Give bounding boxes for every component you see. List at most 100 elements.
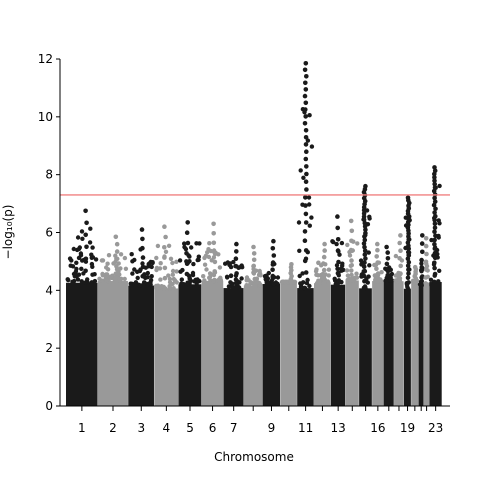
snp-point	[90, 245, 95, 250]
lead-snp-point	[348, 218, 354, 224]
snp-point	[384, 261, 390, 267]
snp-point	[113, 271, 119, 277]
snp-point	[419, 257, 424, 263]
snp-point	[363, 286, 368, 291]
lead-snp-point	[271, 238, 276, 244]
snp-point	[80, 236, 85, 241]
snp-point	[431, 188, 437, 194]
x-tick-label: 19	[400, 421, 415, 435]
lead-snp-point	[234, 241, 239, 247]
snp-point	[114, 264, 119, 269]
snp-point	[385, 250, 391, 255]
snp-point	[355, 241, 360, 246]
x-tick-label: 13	[331, 421, 346, 435]
snp-point	[361, 211, 367, 216]
snp-point	[75, 235, 81, 240]
snp-point	[251, 257, 257, 263]
snp-point	[73, 272, 78, 277]
snp-point	[271, 281, 276, 287]
snp-point	[179, 277, 184, 282]
chromosome-5-dense-points	[178, 284, 202, 406]
snp-point	[203, 253, 209, 258]
snp-point	[211, 231, 216, 236]
snp-point	[321, 254, 327, 260]
snp-point	[389, 271, 395, 277]
snp-point	[88, 226, 93, 231]
lead-snp-point	[185, 220, 190, 225]
snp-point	[344, 268, 350, 273]
snp-point	[314, 272, 319, 277]
snp-point	[419, 241, 425, 246]
snp-point	[365, 280, 370, 285]
snp-point	[228, 273, 234, 279]
snp-point	[302, 285, 308, 291]
snp-point	[321, 267, 327, 273]
chromosome-23-points	[428, 165, 442, 406]
snp-point	[431, 202, 437, 208]
snp-point	[303, 107, 308, 112]
chromosome-4-points	[153, 224, 179, 406]
snp-point	[149, 274, 154, 279]
snp-point	[174, 269, 179, 274]
snp-point	[150, 260, 155, 265]
snp-point	[337, 252, 342, 257]
snp-point	[167, 286, 172, 291]
snp-point	[154, 255, 159, 261]
lead-snp-point	[405, 195, 411, 201]
snp-point	[251, 263, 256, 269]
snp-point	[90, 264, 95, 269]
x-axis-label: Chromosome	[214, 450, 294, 464]
snp-point	[168, 256, 174, 261]
snp-point	[173, 279, 178, 284]
snp-point	[140, 236, 145, 242]
snp-point	[340, 263, 345, 268]
snp-point	[234, 278, 239, 284]
snp-point	[394, 273, 399, 278]
snp-point	[393, 253, 399, 259]
snp-point	[432, 199, 438, 204]
snp-point	[153, 283, 159, 289]
chromosome-11-dense-points	[297, 288, 314, 406]
snp-point	[302, 93, 308, 99]
snp-point	[211, 240, 217, 246]
snp-point	[109, 274, 114, 279]
snp-point	[309, 215, 314, 220]
snp-point	[215, 278, 221, 283]
snp-point	[432, 260, 437, 266]
snp-point	[123, 266, 129, 271]
chromosome-13-points	[330, 214, 346, 406]
lead-snp-point	[432, 165, 437, 170]
snp-point	[345, 273, 351, 278]
snp-point	[335, 282, 340, 288]
snp-point	[179, 281, 184, 286]
snp-point	[303, 80, 308, 86]
snp-point	[423, 283, 429, 288]
snp-point	[92, 278, 98, 284]
snp-point	[184, 251, 189, 256]
chromosome-6-points	[201, 221, 224, 406]
snp-point	[252, 283, 257, 288]
snp-point	[424, 251, 429, 257]
snp-point	[362, 260, 367, 265]
snp-point	[432, 255, 438, 261]
lead-snp-point	[303, 61, 309, 66]
snp-point	[70, 279, 75, 284]
snp-point	[83, 256, 89, 262]
snp-point	[252, 276, 258, 282]
snp-point	[398, 248, 403, 253]
snp-point	[432, 225, 438, 231]
x-tick-label: 6	[209, 421, 217, 435]
snp-point	[374, 272, 380, 278]
snp-point	[335, 237, 341, 242]
snp-point	[166, 273, 171, 278]
snp-point	[170, 268, 176, 274]
snp-point	[432, 217, 437, 223]
chromosome-5-points	[177, 220, 202, 406]
snp-point	[202, 262, 208, 267]
snp-point	[184, 230, 190, 235]
snp-point	[303, 270, 309, 275]
snp-point	[104, 278, 109, 283]
chromosome-15-points	[358, 183, 372, 406]
snp-point	[270, 267, 275, 273]
